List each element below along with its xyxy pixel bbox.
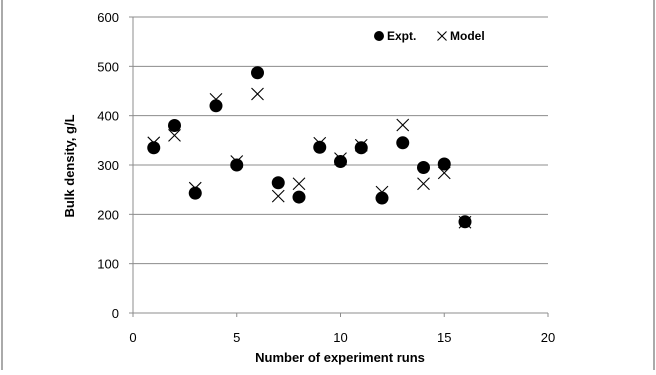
model-point-3-stroke-b — [188, 181, 202, 195]
model-point-9 — [313, 136, 327, 150]
expt-point-4 — [209, 99, 223, 113]
y-axis-title: Bulk density, g/L — [62, 114, 77, 217]
y-tick-label-100: 100 — [97, 257, 119, 272]
model-point-14 — [417, 177, 430, 191]
model-point-16 — [458, 215, 472, 229]
model-point-1 — [147, 136, 161, 150]
model-point-12 — [375, 185, 389, 199]
expt-point-3 — [188, 186, 202, 200]
y-tick-label-200: 200 — [97, 207, 119, 222]
model-point-10 — [334, 152, 347, 165]
model-point-1-stroke-b — [147, 136, 161, 150]
x-axis-title: Number of experiment runs — [255, 350, 425, 365]
y-tick-label-600: 600 — [97, 10, 119, 25]
expt-point-11 — [354, 141, 368, 155]
x-tick-label-0: 0 — [129, 330, 136, 345]
y-tick-labels: 0 100 200 300 400 500 600 — [97, 10, 119, 321]
y-tick-label-400: 400 — [97, 109, 119, 124]
model-point-8 — [292, 177, 306, 191]
model-point-5 — [230, 155, 244, 168]
model-point-12-stroke-b — [375, 185, 389, 199]
expt-point-10 — [334, 155, 347, 169]
model-point-10-stroke-b — [334, 152, 347, 165]
model-point-2-stroke-b — [168, 129, 181, 142]
data-points — [147, 66, 472, 229]
model-point-5-stroke-b — [230, 155, 244, 168]
expt-point-14 — [417, 160, 430, 174]
expt-point-2 — [168, 119, 181, 133]
expt-point-9 — [313, 140, 327, 154]
gridlines — [133, 16, 548, 265]
legend-item-expt: Expt. — [374, 29, 416, 43]
series-model — [147, 87, 472, 229]
x-tick-label-15: 15 — [437, 330, 451, 345]
model-point-13-stroke-b — [396, 118, 410, 132]
x-tick-labels: 0 5 10 15 20 — [129, 330, 555, 345]
x-tick-label-10: 10 — [333, 330, 347, 345]
model-point-11-stroke-b — [354, 138, 368, 152]
axes — [129, 16, 549, 317]
expt-point-5 — [230, 158, 244, 172]
x-tick-label-20: 20 — [541, 330, 555, 345]
legend: Expt. Model — [374, 29, 485, 43]
x-tick-label-5: 5 — [233, 330, 240, 345]
expt-point-15 — [437, 157, 451, 171]
y-tick-label-0: 0 — [112, 306, 119, 321]
model-point-7 — [271, 189, 285, 203]
legend-label-model: Model — [450, 29, 485, 43]
model-point-4-stroke-b — [209, 92, 223, 106]
expt-point-8 — [292, 190, 306, 204]
model-point-11 — [354, 138, 368, 152]
model-point-14-stroke-b — [417, 177, 430, 191]
legend-marker-model-b — [437, 31, 447, 41]
y-tick-label-300: 300 — [97, 158, 119, 173]
expt-point-12 — [375, 191, 389, 205]
model-point-9-stroke-b — [313, 136, 327, 150]
model-point-8-stroke-b — [292, 177, 306, 191]
expt-point-1 — [147, 141, 161, 155]
model-point-15-stroke-b — [437, 166, 451, 180]
model-point-6 — [251, 87, 264, 101]
legend-label-expt: Expt. — [387, 29, 416, 43]
series-expt — [147, 66, 472, 229]
legend-item-model: Model — [437, 29, 485, 43]
legend-marker-expt — [374, 31, 384, 41]
model-point-3 — [188, 181, 202, 195]
model-point-7-stroke-b — [271, 189, 285, 203]
model-point-4 — [209, 92, 223, 106]
model-point-6-stroke-b — [251, 87, 264, 101]
model-point-15 — [437, 166, 451, 180]
expt-point-6 — [251, 66, 264, 80]
model-point-16-stroke-b — [458, 215, 472, 229]
model-point-2 — [168, 129, 181, 142]
model-point-13 — [396, 118, 410, 132]
expt-point-13 — [396, 136, 410, 150]
y-tick-label-500: 500 — [97, 59, 119, 74]
expt-point-7 — [271, 176, 285, 190]
